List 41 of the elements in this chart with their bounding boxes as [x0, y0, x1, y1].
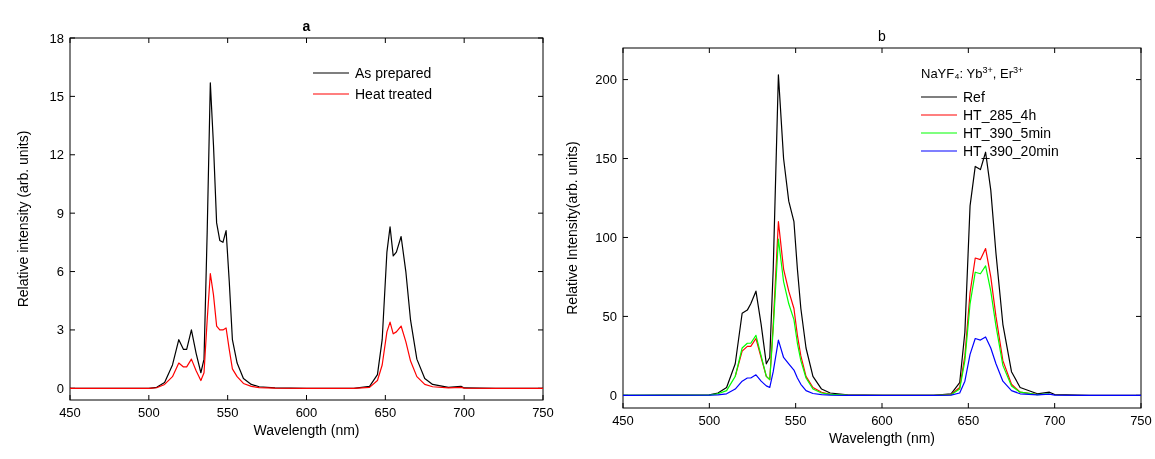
x-tick-label: 450 [59, 405, 81, 420]
y-tick-label: 200 [595, 72, 617, 88]
legend-label: HT_285_4h [963, 107, 1037, 123]
x-tick-label: 550 [784, 413, 807, 428]
y-tick-label: 0 [56, 380, 64, 396]
x-tick-label: 500 [698, 413, 721, 428]
x-axis-title: Wavelength (nm) [253, 422, 360, 438]
legend-label: Heat treated [355, 86, 433, 102]
x-tick-label: 750 [1130, 413, 1152, 428]
x-tick-label: 500 [137, 405, 160, 420]
legend-label: Ref [963, 89, 985, 105]
y-tick-label: 15 [49, 88, 64, 104]
y-tick-label: 3 [56, 322, 64, 338]
y-tick-label: 18 [49, 30, 64, 46]
x-axis-title: Wavelength (nm) [828, 430, 936, 446]
y-tick-label: 100 [595, 229, 617, 245]
y-tick-label: 6 [56, 264, 64, 280]
x-tick-label: 600 [871, 413, 893, 428]
chart-title: b [878, 28, 887, 44]
x-tick-label: 550 [216, 405, 239, 420]
legend-title: NaYF₄: Yb$^{3+}$, Er$^{3+}$ [921, 65, 1024, 81]
chart-title: a [302, 18, 311, 34]
y-tick-label: 50 [602, 308, 617, 324]
x-tick-label: 700 [1043, 413, 1066, 428]
y-axis-title: Relative Intensity(arb. units) [564, 141, 580, 315]
x-tick-label: 450 [612, 413, 634, 428]
y-tick-label: 0 [609, 387, 617, 403]
y-axis-title: Relative intensity (arb. units) [15, 130, 31, 308]
legend-label: HT_390_20min [963, 143, 1059, 159]
legend-label: As prepared [355, 65, 432, 81]
x-tick-label: 650 [374, 405, 397, 420]
x-tick-label: 700 [453, 405, 476, 420]
line-series [622, 336, 1142, 396]
y-tick-label: 9 [56, 205, 64, 221]
legend-label: HT_390_5min [963, 125, 1051, 141]
x-tick-label: 600 [295, 405, 318, 420]
line-series [69, 272, 544, 389]
x-tick-label: 750 [532, 405, 554, 420]
y-tick-label: 150 [595, 151, 617, 167]
y-tick-label: 12 [49, 147, 64, 163]
x-tick-label: 650 [957, 413, 980, 428]
